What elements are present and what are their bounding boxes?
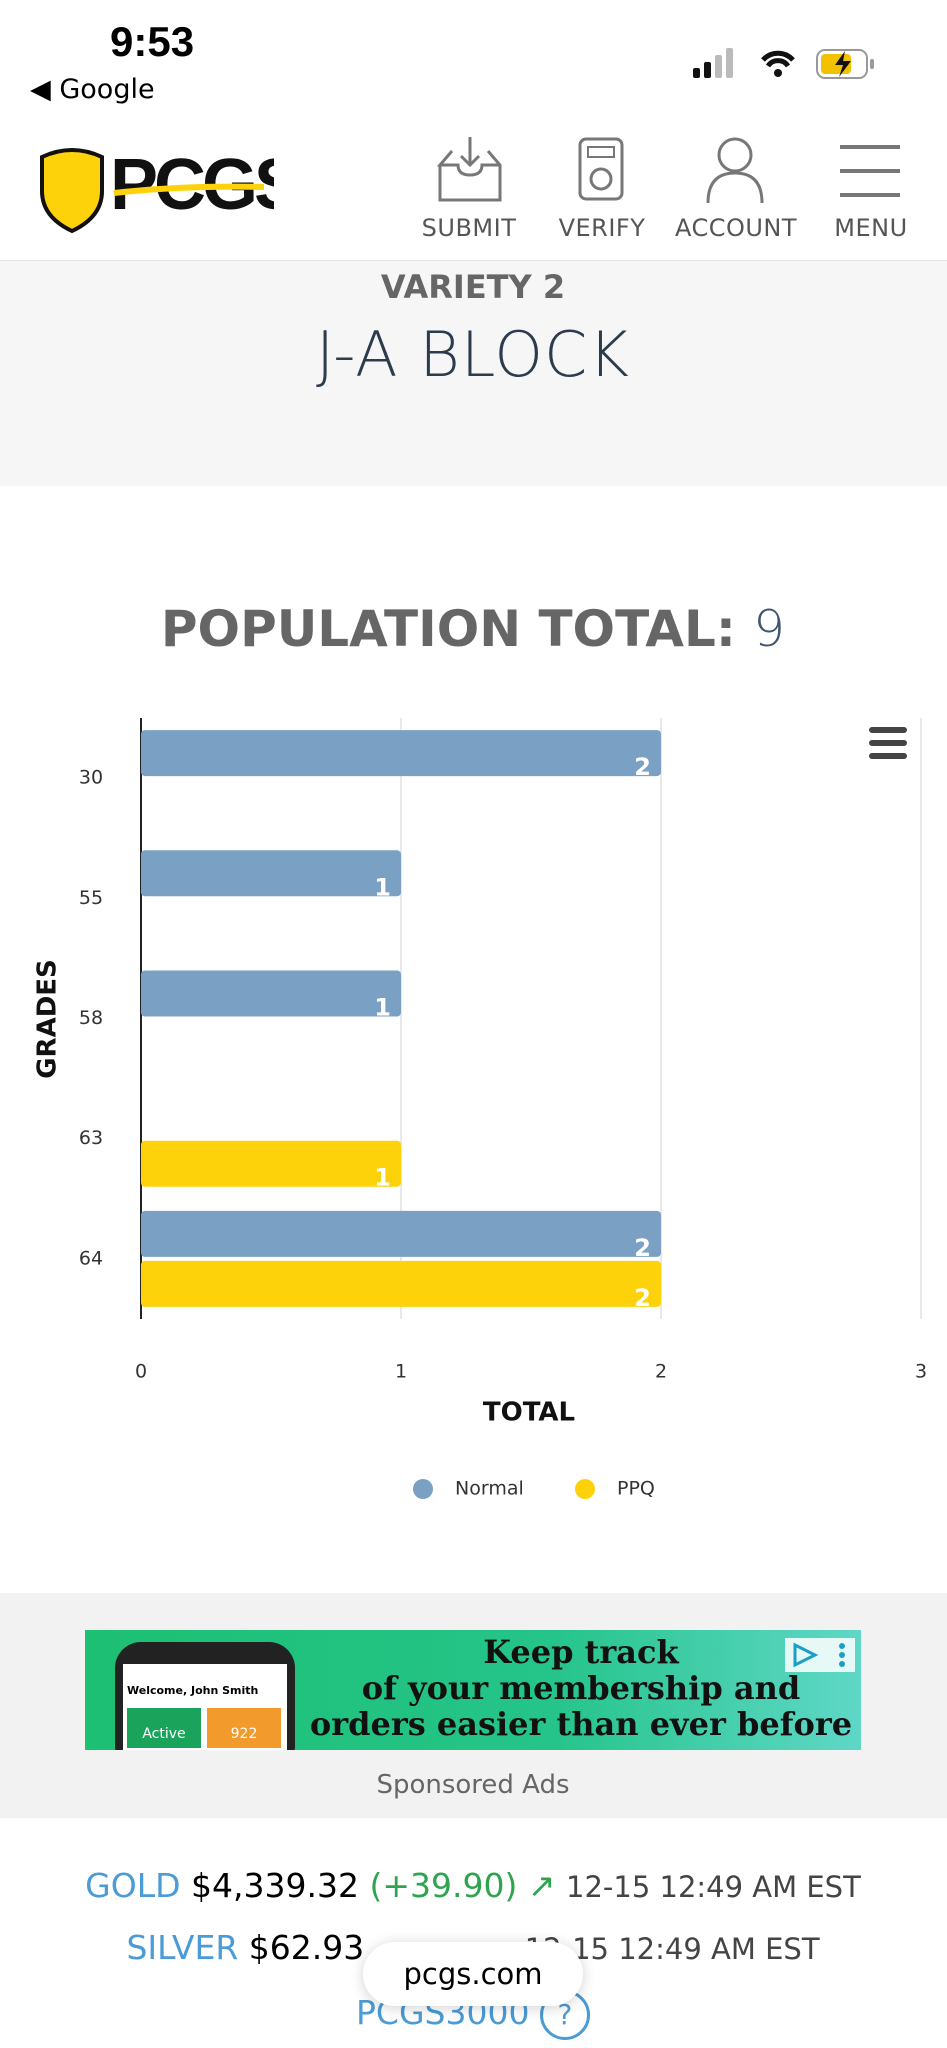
ad-caption: Sponsored Ads	[376, 1770, 570, 1800]
y-tick-label: 30	[79, 767, 103, 789]
data-label: 1	[374, 1164, 391, 1192]
ad-line: orders easier than ever before	[309, 1705, 853, 1743]
y-tick-label: 58	[79, 1007, 103, 1029]
chart-menu[interactable]	[869, 727, 907, 759]
ad-headline: Keep track of your membership and orders…	[310, 1634, 852, 1742]
bar	[141, 850, 401, 897]
x-tick-label: 1	[395, 1361, 407, 1383]
x-tick-label: 2	[655, 1361, 667, 1383]
bar	[141, 1260, 661, 1307]
ad-mock-text: Active	[127, 1708, 201, 1748]
back-arrow: ◀	[30, 74, 60, 105]
nav-item[interactable]: MENU	[834, 214, 908, 242]
nav-item[interactable]: SUBMIT	[421, 214, 517, 242]
bar	[141, 730, 661, 777]
status-time: 9:53	[110, 18, 195, 65]
header	[0, 130, 947, 261]
price: $62.93	[248, 1928, 365, 1967]
legend-marker	[575, 1479, 595, 1499]
price-row: GOLD $4,339.32 (+39.90) ↗ 12-15 12:49 AM…	[85, 1866, 861, 1905]
x-tick-label: 0	[135, 1361, 147, 1383]
legend-label: Normal	[455, 1478, 524, 1500]
metal[interactable]: GOLD	[85, 1866, 181, 1905]
chart: 0 1 2 3 30 2 55 1 58 1 63 1 64 2 2 TOTAL GRADES Normal PPQ	[33, 718, 927, 1500]
ad-line: of your membership and	[361, 1669, 801, 1707]
url-bar[interactable]: pcgs.com	[363, 1942, 583, 2006]
change: (+39.90)	[369, 1866, 518, 1905]
ad-mock-text: 922	[207, 1708, 281, 1748]
trend-icon: ↗	[527, 1866, 556, 1905]
ad-line: Keep track	[483, 1633, 679, 1671]
y-axis-label: GRADES	[33, 959, 63, 1079]
y-tick-label: 63	[79, 1127, 103, 1149]
x-axis-label: TOTAL	[483, 1398, 575, 1428]
price: $4,339.32	[191, 1866, 359, 1905]
bar	[141, 1210, 661, 1257]
legend-marker	[413, 1479, 433, 1499]
nav-item[interactable]: VERIFY	[558, 214, 646, 242]
bar	[141, 970, 401, 1017]
bar	[141, 1140, 401, 1187]
time: 12-15 12:49 AM EST	[566, 1870, 861, 1904]
legend-label: PPQ	[617, 1478, 655, 1500]
back-label: Google	[59, 74, 155, 105]
status-icons	[693, 48, 874, 79]
variety-name: J-A BLOCK	[316, 318, 630, 391]
nav-icons	[436, 137, 900, 204]
metal[interactable]: SILVER	[126, 1928, 239, 1967]
variety-section	[0, 261, 947, 486]
y-tick-label: 55	[79, 887, 103, 909]
data-label: 2	[634, 753, 651, 781]
x-tick-label: 3	[915, 1361, 927, 1383]
chart-title-text: POPULATION TOTAL:	[160, 600, 736, 658]
price-row: SILVER $62.93 12-15 12:49 AM EST	[126, 1928, 819, 1967]
data-label: 1	[374, 994, 391, 1022]
logo[interactable]: PCGS	[34, 145, 274, 235]
ad-phone: Welcome, John Smith Active 922	[115, 1642, 295, 1750]
data-label: 2	[634, 1284, 651, 1312]
data-label: 2	[634, 1234, 651, 1262]
ad-mock-text: Welcome, John Smith	[127, 1684, 259, 1697]
chart-title: POPULATION TOTAL: 9	[161, 600, 785, 658]
ad-banner[interactable]: Welcome, John Smith Active 922 Keep trac…	[85, 1630, 861, 1750]
variety-label: VARIETY 2	[380, 268, 566, 306]
back-link[interactable]: ◀ Google	[30, 74, 155, 105]
nav-item[interactable]: ACCOUNT	[674, 214, 798, 242]
population-total: 9	[753, 600, 786, 658]
ad-screen: Welcome, John Smith Active 922	[123, 1664, 287, 1750]
data-label: 1	[374, 873, 391, 901]
y-tick-label: 64	[79, 1247, 103, 1269]
ad-choices[interactable]	[785, 1638, 855, 1672]
